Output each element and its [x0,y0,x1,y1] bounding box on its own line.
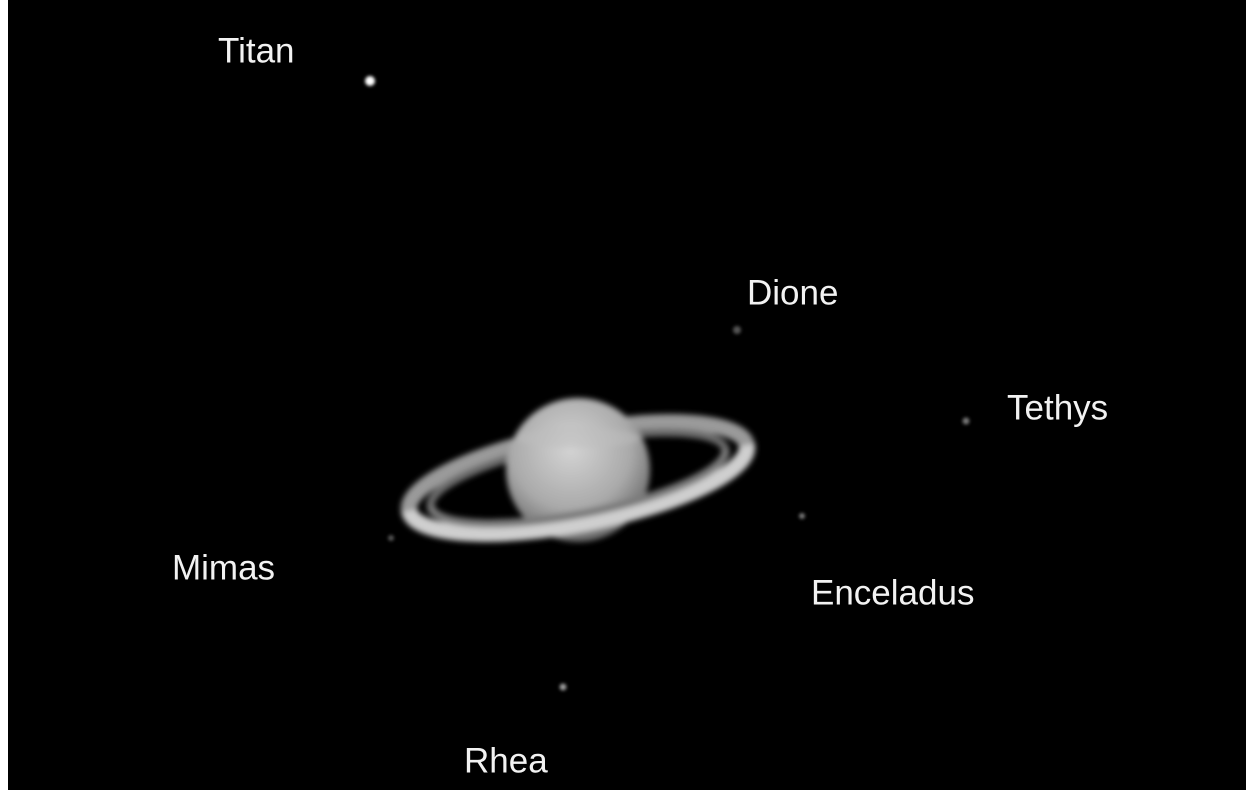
moon-dot [388,535,394,541]
saturn-photo: Titan Dione Tethys Mimas Enceladus Rhea [0,0,1246,794]
moon-label: Tethys [1007,388,1108,427]
moon-dot [560,684,567,691]
moon-label: Mimas [172,548,275,587]
moon-dot [963,418,970,425]
moon-label: Rhea [464,741,548,780]
moon-label: Titan [218,31,295,70]
moon-label: Dione [747,273,838,312]
moon-dot [799,513,805,519]
page: {"moons": [ {"label": "Titan"}, {"label"… [0,0,1246,794]
moon-dot [365,76,375,86]
moon-label: Enceladus [811,573,974,612]
moon-dot [733,326,741,334]
